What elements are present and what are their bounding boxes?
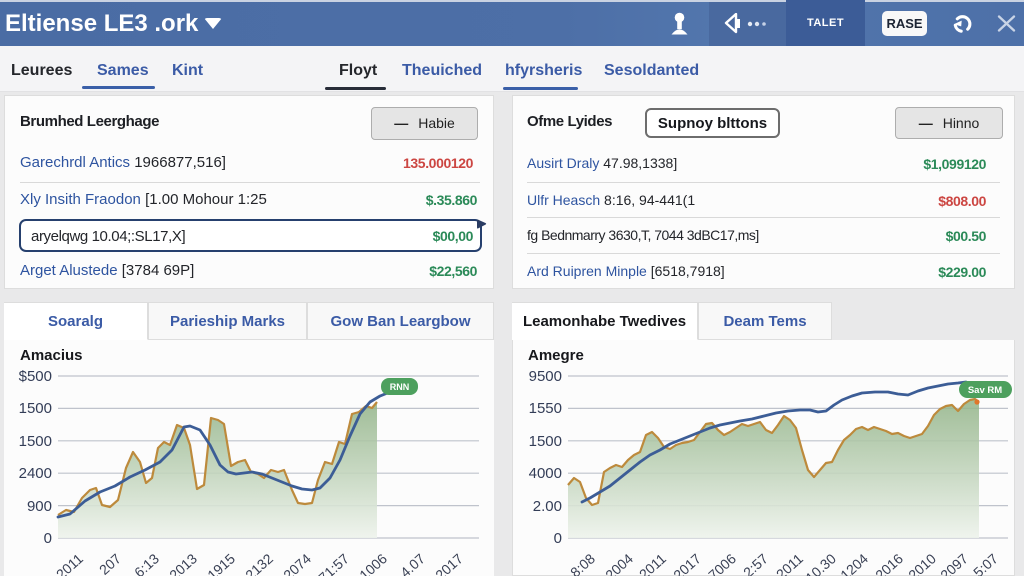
svg-text:2017: 2017: [670, 550, 704, 576]
svg-text:71:57: 71:57: [315, 550, 352, 576]
svg-text:2004: 2004: [602, 550, 636, 576]
svg-text:1204: 1204: [837, 550, 871, 576]
svg-text:2011: 2011: [53, 550, 86, 576]
svg-text:2.00: 2.00: [533, 498, 562, 515]
svg-text:9500: 9500: [529, 368, 562, 385]
svg-text:1550: 1550: [529, 400, 562, 417]
svg-text:1500: 1500: [19, 400, 52, 417]
svg-text:2400: 2400: [19, 465, 52, 482]
svg-text:2097: 2097: [937, 550, 971, 576]
svg-text:10.30: 10.30: [802, 550, 839, 576]
svg-text:0: 0: [44, 530, 52, 547]
svg-text:$500: $500: [19, 368, 52, 385]
svg-text:2074: 2074: [280, 550, 314, 576]
svg-text:2011: 2011: [773, 550, 806, 576]
svg-text:6:13: 6:13: [131, 550, 162, 576]
svg-text:4000: 4000: [529, 465, 562, 482]
svg-text:5:07: 5:07: [970, 550, 1001, 576]
svg-text:1500: 1500: [529, 433, 562, 450]
svg-text:Sav RM: Sav RM: [968, 385, 1002, 396]
svg-text:0: 0: [554, 530, 562, 547]
svg-text:1915: 1915: [204, 550, 238, 576]
svg-text:7006: 7006: [705, 550, 739, 576]
svg-text:2017: 2017: [432, 550, 466, 576]
svg-text:2:57: 2:57: [740, 550, 771, 576]
svg-text:900: 900: [27, 498, 52, 515]
svg-text:4.07: 4.07: [397, 550, 428, 576]
svg-text:207: 207: [96, 550, 124, 576]
svg-text:2011: 2011: [636, 550, 669, 576]
svg-text:2016: 2016: [872, 550, 906, 576]
svg-text:1006: 1006: [356, 550, 390, 576]
svg-text:8:08: 8:08: [567, 550, 598, 576]
svg-text:2132: 2132: [242, 550, 276, 576]
svg-text:1500: 1500: [19, 433, 52, 450]
svg-text:2010: 2010: [905, 550, 939, 576]
svg-text:RNN: RNN: [390, 382, 410, 392]
svg-text:2013: 2013: [166, 550, 200, 576]
